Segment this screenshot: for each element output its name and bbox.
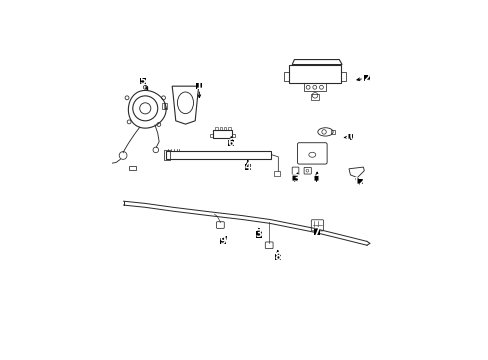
Bar — [244, 163, 250, 170]
Bar — [162, 103, 167, 109]
Bar — [356, 179, 363, 185]
Text: 8: 8 — [274, 252, 281, 262]
Text: 9: 9 — [219, 237, 226, 246]
Polygon shape — [348, 167, 364, 177]
Bar — [274, 171, 279, 176]
Bar — [313, 176, 320, 182]
Text: 7: 7 — [313, 227, 320, 237]
Bar — [346, 134, 353, 140]
Bar — [227, 127, 230, 130]
Text: 12: 12 — [353, 177, 366, 187]
Bar — [196, 83, 202, 89]
Bar — [140, 77, 146, 84]
Text: 1: 1 — [196, 81, 203, 91]
Bar — [291, 176, 297, 182]
Text: 10: 10 — [343, 132, 356, 143]
Bar — [310, 94, 319, 100]
Text: 6: 6 — [227, 138, 234, 148]
Bar — [166, 151, 271, 158]
Bar — [228, 140, 234, 146]
Bar — [330, 130, 334, 134]
Bar — [232, 134, 234, 138]
Text: 3: 3 — [255, 229, 262, 239]
Bar — [128, 166, 136, 170]
Bar — [224, 127, 226, 130]
Bar — [163, 150, 170, 159]
Bar — [340, 72, 345, 81]
Text: 4: 4 — [244, 162, 251, 172]
Bar — [215, 127, 218, 130]
Bar — [219, 127, 222, 130]
Bar — [213, 130, 232, 138]
Bar — [284, 72, 289, 81]
Bar — [274, 253, 280, 260]
Text: 5: 5 — [140, 76, 146, 86]
Text: 11: 11 — [310, 174, 323, 184]
Bar — [255, 231, 262, 238]
Bar — [313, 229, 320, 235]
Bar — [304, 84, 325, 91]
Bar — [363, 75, 369, 81]
Bar — [220, 238, 225, 244]
Text: 13: 13 — [287, 174, 301, 184]
Text: 2: 2 — [363, 73, 369, 83]
Bar — [210, 134, 213, 138]
